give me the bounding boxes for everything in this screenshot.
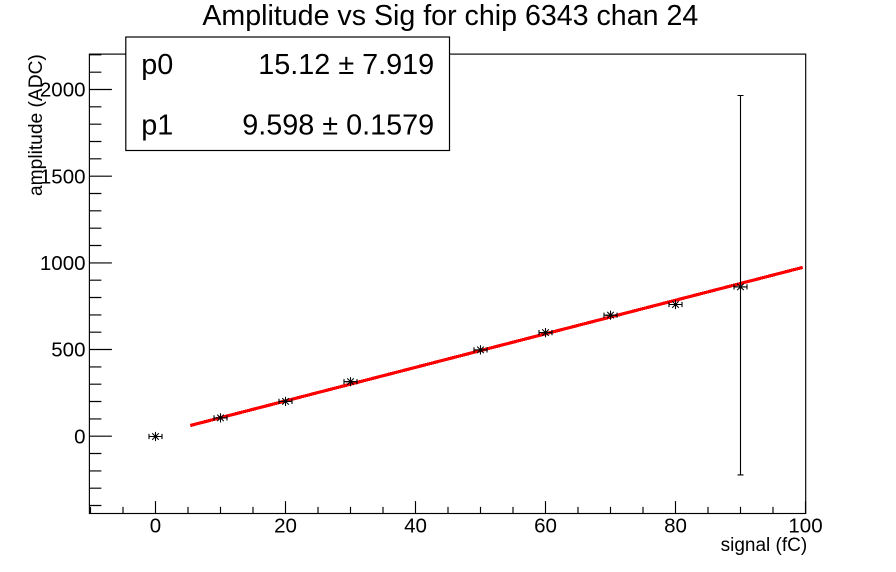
svg-text:100: 100 xyxy=(788,515,822,538)
svg-text:amplitude (ADC): amplitude (ADC) xyxy=(26,54,47,196)
svg-text:15.12 ± 7.919: 15.12 ± 7.919 xyxy=(258,49,434,81)
svg-text:signal (fC): signal (fC) xyxy=(721,535,808,556)
svg-text:20: 20 xyxy=(274,515,297,538)
svg-text:1000: 1000 xyxy=(40,252,86,275)
svg-text:1500: 1500 xyxy=(40,165,86,188)
svg-text:500: 500 xyxy=(51,339,85,362)
svg-text:9.598 ± 0.1579: 9.598 ± 0.1579 xyxy=(242,110,434,142)
svg-text:0: 0 xyxy=(150,515,161,538)
svg-text:80: 80 xyxy=(664,515,687,538)
svg-text:Amplitude vs Sig for chip 6343: Amplitude vs Sig for chip 6343 chan 24 xyxy=(202,0,698,32)
svg-text:40: 40 xyxy=(404,515,427,538)
svg-text:p1: p1 xyxy=(141,110,173,142)
svg-text:p0: p0 xyxy=(141,49,173,81)
svg-text:0: 0 xyxy=(74,425,85,448)
svg-text:60: 60 xyxy=(534,515,557,538)
svg-text:2000: 2000 xyxy=(40,79,86,102)
